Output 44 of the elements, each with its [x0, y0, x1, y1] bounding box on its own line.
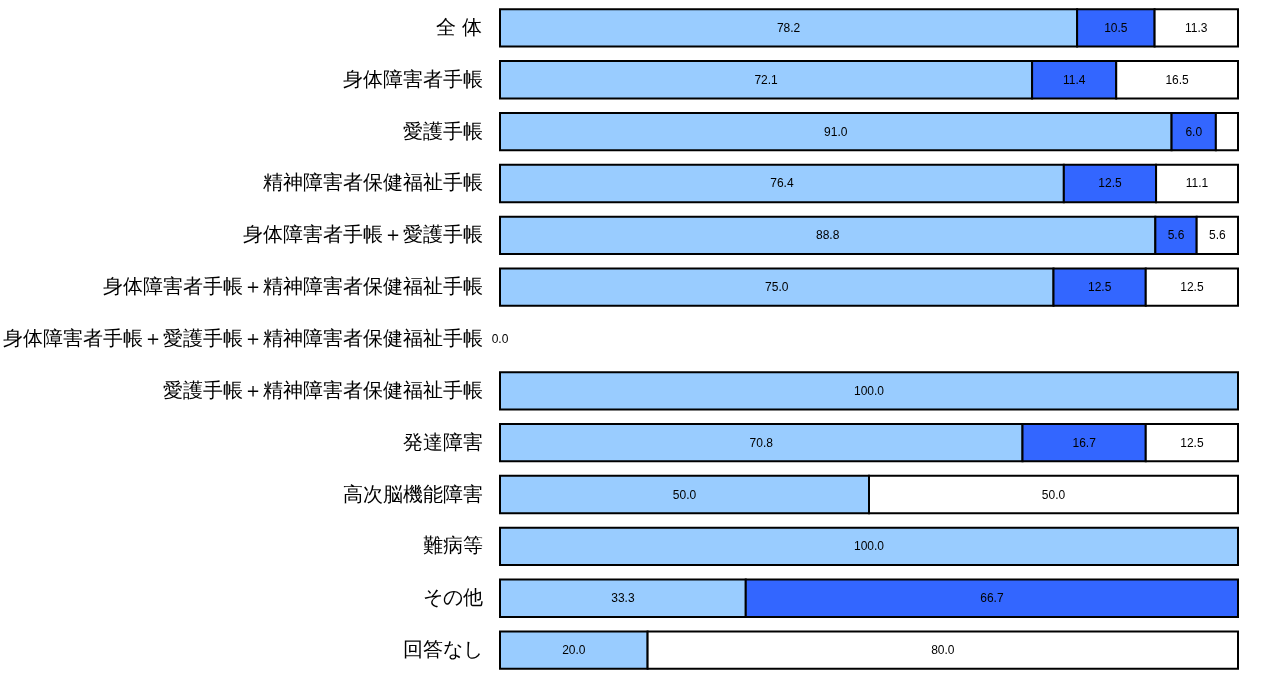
y-tick-label: 回答なし [402, 637, 483, 662]
data-label: 12.5 [1087, 280, 1112, 295]
data-label: 100.0 [853, 539, 885, 554]
data-label: 12.5 [1180, 435, 1204, 450]
bar [499, 371, 1239, 411]
y-tick-label: 難病等 [422, 533, 483, 558]
y-tick-label: 身体障害者手帳 [342, 66, 483, 91]
data-label: 91.0 [824, 124, 848, 139]
data-label: 88.8 [815, 228, 840, 243]
data-label: 100.0 [853, 383, 885, 398]
data-label: 16.5 [1165, 72, 1190, 87]
data-label: 50.0 [672, 487, 697, 502]
data-label: 72.1 [754, 72, 779, 87]
data-label: 6.0 [1185, 124, 1203, 139]
data-label: 11.3 [1185, 20, 1208, 35]
data-label: 0.0 [491, 332, 509, 346]
data-label: 16.7 [1072, 435, 1097, 450]
data-label: 80.0 [931, 643, 955, 658]
data-label: 66.7 [980, 591, 1004, 606]
data-label: 75.0 [765, 280, 789, 295]
data-label: 11.4 [1062, 72, 1086, 87]
y-tick-label: 愛護手帳 [402, 118, 483, 143]
data-label: 20.0 [562, 643, 586, 658]
bar [499, 526, 1239, 567]
y-tick-label: 身体障害者手帳＋精神障害者保健福祉手帳 [102, 274, 483, 299]
data-label: 78.2 [776, 20, 801, 35]
data-label: 12.5 [1098, 176, 1122, 191]
data-label: 70.8 [749, 435, 774, 450]
y-tick-label: 愛護手帳＋精神障害者保健福祉手帳 [162, 377, 483, 402]
y-tick-label: 高次脳機能障害 [342, 481, 483, 506]
data-label: 5.6 [1167, 228, 1185, 243]
data-label: 10.5 [1104, 20, 1128, 35]
y-tick-label: 精神障害者保健福祉手帳 [262, 170, 483, 195]
y-tick-label: 全 体 [436, 14, 483, 39]
data-label: 12.5 [1180, 280, 1204, 295]
y-tick-label: その他 [422, 585, 483, 610]
data-label: 5.6 [1208, 228, 1226, 243]
data-label: 33.3 [611, 591, 635, 606]
y-tick-label: 発達障害 [402, 429, 483, 454]
y-tick-label: 身体障害者手帳＋愛護手帳＋精神障害者保健福祉手帳 [2, 326, 483, 350]
data-label: 11.1 [1185, 176, 1209, 191]
data-label: 76.4 [770, 176, 794, 191]
data-label: 50.0 [1041, 487, 1066, 502]
y-tick-label: 身体障害者手帳＋愛護手帳 [242, 222, 483, 247]
